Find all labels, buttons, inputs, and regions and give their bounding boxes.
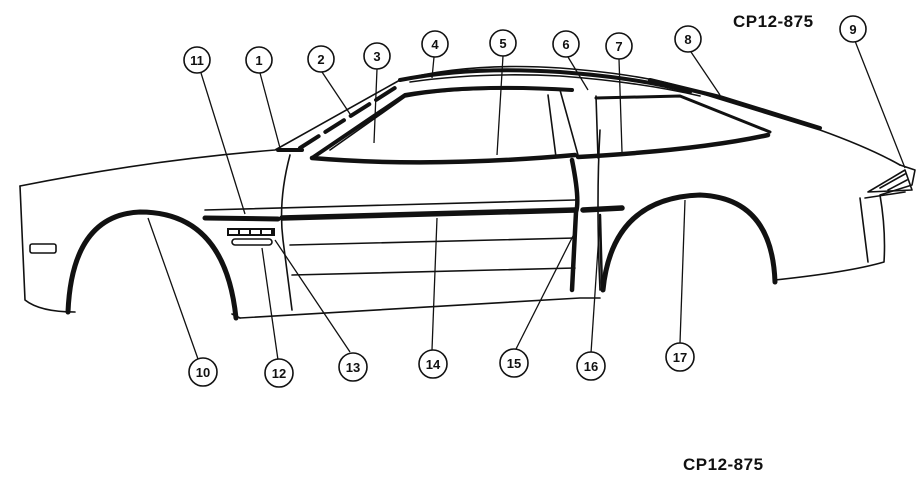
rear-wheel-opening-moulding — [600, 192, 778, 293]
callout-number: 13 — [346, 360, 360, 375]
callout-number: 4 — [431, 37, 439, 52]
callout-5: 5 — [489, 29, 517, 57]
roof-drip-moulding — [398, 68, 692, 94]
leader-lines — [147, 40, 906, 361]
moulding-strips — [65, 68, 822, 321]
body-side-moulding-rear — [580, 205, 625, 213]
front-wheel-opening-moulding — [65, 209, 239, 321]
callout-number: 2 — [317, 52, 324, 67]
fender-emblem — [227, 228, 275, 246]
quarter-window-lower-moulding — [575, 132, 771, 160]
callout-number: 3 — [373, 49, 380, 64]
callout-8: 8 — [674, 25, 702, 53]
callout-number: 5 — [499, 36, 506, 51]
quarter-window-rear-moulding — [594, 94, 772, 134]
callout-3: 3 — [363, 42, 391, 70]
callout-2: 2 — [307, 45, 335, 73]
callout-1: 1 — [245, 46, 273, 74]
callout-number: 7 — [615, 39, 622, 54]
callout-number: 8 — [684, 32, 691, 47]
figure-code-bottom: CP12-875 — [683, 455, 764, 474]
callout-number: 14 — [426, 357, 441, 372]
door-window-lower-moulding — [309, 152, 578, 165]
car-body-outline — [19, 65, 916, 319]
callout-number: 15 — [507, 356, 521, 371]
body-side-moulding — [279, 207, 578, 221]
callout-14: 14 — [418, 349, 448, 379]
callout-number: 11 — [190, 53, 204, 68]
quarter-front-edge-moulding — [598, 213, 604, 292]
callout-13: 13 — [338, 352, 368, 382]
callout-16: 16 — [576, 351, 606, 381]
callout-12: 12 — [264, 358, 294, 388]
callout-number: 16 — [584, 359, 598, 374]
callout-number: 17 — [673, 350, 687, 365]
callout-number: 9 — [849, 22, 856, 37]
callout-7: 7 — [605, 32, 633, 60]
rear-roof-drip-moulding — [648, 78, 822, 130]
callout-6: 6 — [552, 30, 580, 58]
windshield-pillar-moulding — [298, 84, 400, 150]
callout-9: 9 — [839, 15, 867, 43]
callout-number: 12 — [272, 366, 286, 381]
callout-number: 1 — [255, 53, 262, 68]
callout-10: 10 — [188, 357, 218, 387]
callout-11: 11 — [183, 46, 211, 74]
callout-4: 4 — [421, 30, 449, 58]
windshield-reveal-moulding — [310, 85, 574, 160]
callout-number: 10 — [196, 365, 210, 380]
door-edge-moulding — [569, 157, 580, 293]
callout-15: 15 — [499, 348, 529, 378]
callout-17: 17 — [665, 342, 695, 372]
callout-number: 6 — [562, 37, 569, 52]
figure-code-top: CP12-875 — [733, 12, 814, 31]
fender-side-moulding — [202, 215, 281, 222]
